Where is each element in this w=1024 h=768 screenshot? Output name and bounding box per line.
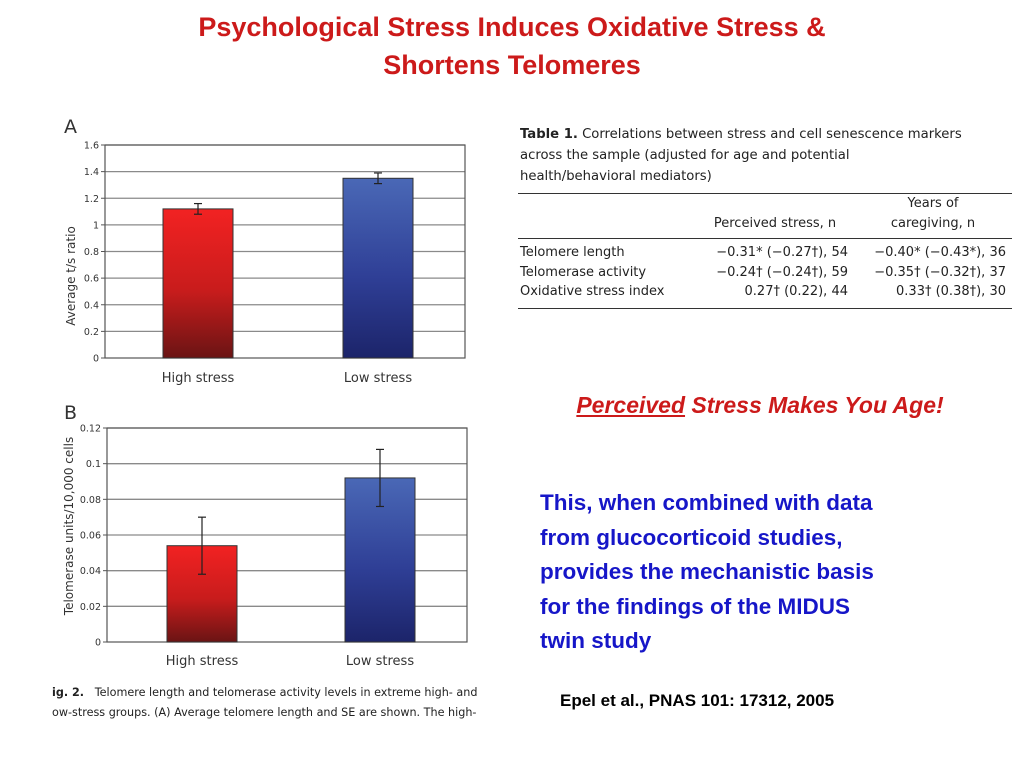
table-cell-label: Telomere length: [520, 245, 625, 260]
body-text-line5: twin study: [540, 628, 652, 653]
slide-title: Psychological Stress Induces Oxidative S…: [0, 8, 1024, 84]
panel-label-b: B: [64, 402, 77, 424]
table-cell-perceived: −0.24† (−0.24†), 59: [716, 264, 848, 280]
table-header-perceived: Perceived stress, n: [713, 216, 837, 231]
y-tick-label: 0.04: [80, 566, 101, 577]
subtitle: Perceived Stress Makes You Age!: [500, 392, 1020, 419]
table-cell-caregiving: −0.35† (−0.32†), 37: [874, 264, 1006, 280]
body-text-line4: for the findings of the MIDUS: [540, 593, 850, 619]
y-axis-label-a: Average t/s ratio: [64, 226, 78, 326]
subtitle-underlined: Perceived: [576, 392, 686, 418]
table-row: Oxidative stress index 0.27† (0.22), 44 …: [518, 282, 1012, 308]
subtitle-rest: Stress Makes You Age!: [691, 392, 944, 418]
table-cell-perceived: −0.31* (−0.27†), 54: [716, 245, 848, 260]
y-tick-label: 0.8: [84, 247, 99, 258]
table-caption-line2: across the sample (adjusted for age and …: [520, 148, 850, 163]
y-tick-label: 0.02: [80, 602, 101, 613]
slide-title-line2: Shortens Telomeres: [383, 50, 641, 80]
x-category-label: High stress: [166, 654, 239, 669]
y-tick-label: 0: [95, 638, 101, 649]
table-label: Table 1.: [520, 127, 578, 142]
plot-area-frame: [104, 144, 466, 359]
chart-panel-b: B Telomerase units/10,000 cells 0 0.02 0.0…: [62, 402, 468, 669]
table-header-caregiving-line1: Years of: [907, 196, 959, 211]
panel-label-a: A: [64, 116, 77, 138]
y-tick-label: 0.2: [84, 327, 99, 338]
table-cell-caregiving: 0.33† (0.38†), 30: [896, 284, 1006, 299]
table-header-empty: [518, 194, 696, 239]
figure-caption-line2: ow-stress groups. (A) Average telomere l…: [52, 706, 477, 719]
y-tick-label: 0.08: [80, 495, 101, 506]
citation: Epel et al., PNAS 101: 17312, 2005: [560, 691, 835, 710]
y-tick-label: 1: [93, 220, 99, 231]
x-category-label: Low stress: [344, 371, 412, 386]
body-text-line2: from glucocorticoid studies,: [540, 524, 843, 550]
y-tick-label: 0.1: [86, 459, 101, 470]
y-tick-label: 0.6: [84, 274, 99, 285]
table-header-caregiving: Years of caregiving, n: [854, 194, 1012, 239]
slide-title-line1: Psychological Stress Induces Oxidative S…: [198, 12, 826, 42]
table-header-row: Perceived stress, n Years of caregiving,…: [518, 193, 1012, 239]
y-tick-label: 1.2: [84, 194, 99, 205]
bar-a-high-stress: [162, 208, 234, 359]
y-tick-label: 0: [93, 354, 99, 365]
y-tick-label: 0.4: [84, 300, 99, 311]
table-cell-perceived: 0.27† (0.22), 44: [744, 284, 848, 299]
table-cell-caregiving: −0.40* (−0.43*), 36: [874, 245, 1006, 260]
table-row: Telomere length −0.31* (−0.27†), 54 −0.4…: [518, 239, 1012, 263]
body-text-line3: provides the mechanistic basis: [540, 559, 874, 584]
chart-panel-a: A Average t/s ratio 0 0.2 0.4 0.6 0.8 1 1.2 1.4…: [64, 116, 466, 386]
table-header-caregiving-line2: caregiving, n: [890, 216, 976, 231]
table-row: Telomerase activity −0.24† (−0.24†), 59 …: [518, 263, 1012, 283]
table-grid: Perceived stress, n Years of caregiving,…: [518, 193, 1012, 309]
x-category-label: High stress: [162, 371, 235, 386]
table-caption-line1: Correlations between stress and cell sen…: [582, 127, 962, 142]
bar-a-low-stress: [342, 177, 414, 359]
correlation-table: Table 1. Correlations between stress and…: [518, 124, 1014, 309]
y-tick-label: 1.6: [84, 141, 99, 152]
body-text: This, when combined with data from gluco…: [540, 486, 980, 659]
figure-caption: ig. 2. Telomere length and telomerase ac…: [52, 683, 502, 723]
figure-caption-line1: Telomere length and telomerase activity …: [94, 686, 478, 699]
y-tick-label: 0.06: [80, 531, 101, 542]
y-tick-label: 0.12: [80, 424, 101, 435]
table-caption: Table 1. Correlations between stress and…: [518, 124, 1014, 187]
table-cell-label: Telomerase activity: [520, 264, 647, 280]
x-category-label: Low stress: [346, 654, 414, 669]
table-caption-line3: health/behavioral mediators): [520, 169, 712, 184]
figure-caption-prefix: ig. 2.: [52, 686, 85, 699]
body-text-line1: This, when combined with data: [540, 490, 873, 515]
y-tick-label: 1.4: [84, 167, 99, 178]
plot-area-frame: [106, 427, 468, 643]
y-axis-label-b: Telomerase units/10,000 cells: [62, 437, 76, 616]
table-cell-label: Oxidative stress index: [520, 284, 665, 299]
